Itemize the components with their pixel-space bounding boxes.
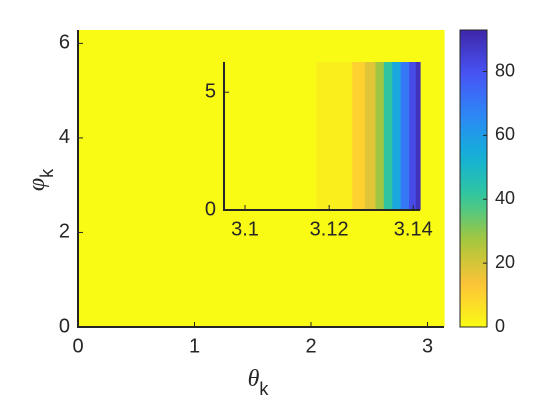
heat-cell <box>400 62 410 210</box>
x-tick-label: 1 <box>189 335 200 357</box>
heat-cell <box>364 62 377 210</box>
heat-cell <box>383 62 393 210</box>
x-tick-label: 3.12 <box>310 218 349 240</box>
y-axis-label-group: φk <box>24 168 57 191</box>
colorbar-tick-label: 80 <box>495 60 515 80</box>
y-label-symbol: φ <box>24 178 50 191</box>
colorbar-tick-label: 20 <box>495 252 515 272</box>
x-label-symbol: θ <box>248 366 260 392</box>
colorbar <box>459 29 488 328</box>
x-tick-label: 3 <box>422 335 433 357</box>
colorbar-tick-label: 60 <box>495 124 515 144</box>
heat-cell <box>415 62 421 210</box>
heat-cell <box>375 62 385 210</box>
x-tick-label: 3.14 <box>394 218 433 240</box>
x-tick-label: 0 <box>72 335 83 357</box>
colorbar-tick-label: 0 <box>495 316 505 336</box>
x-tick-label: 2 <box>305 335 316 357</box>
colorbar-tick-label: 40 <box>495 188 515 208</box>
heat-cell <box>409 62 417 210</box>
y-tick-label: 6 <box>59 32 70 54</box>
y-tick-label: 5 <box>205 81 216 103</box>
y-tick-label: 4 <box>59 126 70 148</box>
y-label-subscript: k <box>37 168 57 178</box>
y-tick-label: 2 <box>59 221 70 243</box>
x-tick-label: 3.1 <box>231 218 259 240</box>
heat-cell <box>224 62 318 210</box>
heat-cell <box>316 62 353 210</box>
y-tick-label: 0 <box>59 315 70 337</box>
x-axis-label: θk <box>248 366 270 399</box>
heat-cell <box>392 62 402 210</box>
y-axis-label: φk <box>24 168 57 191</box>
y-tick-label: 0 <box>205 198 216 220</box>
heat-cell <box>352 62 366 210</box>
x-label-subscript: k <box>259 379 269 399</box>
